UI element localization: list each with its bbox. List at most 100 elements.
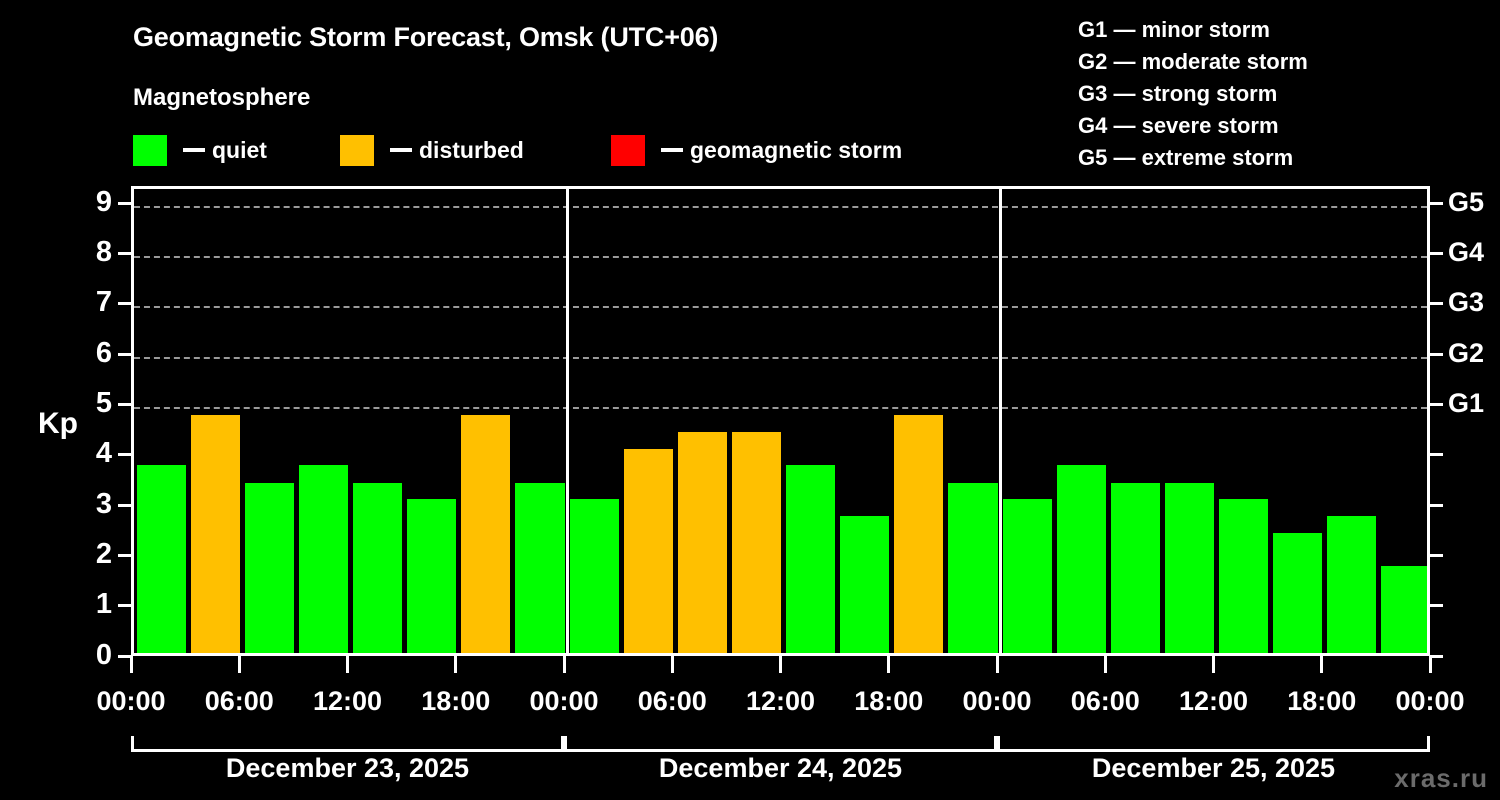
bar: [1327, 515, 1377, 653]
legend-label-geomagnetic-storm: geomagnetic storm: [690, 136, 903, 163]
g-legend-row-g1: G1 — minor storm: [1078, 14, 1408, 46]
date-label-1: December 24, 2025: [658, 753, 903, 783]
x-tick-label-12: 00:00: [1395, 686, 1465, 716]
y-tick-label-4: 4: [95, 437, 112, 470]
right-axis-minor-tick-3: [1430, 503, 1443, 507]
bar: [1219, 499, 1269, 653]
y-tick-label-0: 0: [95, 638, 112, 671]
x-tick-mark-2: [346, 656, 349, 673]
x-tick-mark-10: [1212, 656, 1215, 673]
g-axis-label-g4: G4: [1448, 237, 1485, 268]
g-legend-text: — severe storm: [1113, 113, 1279, 138]
date-label-2: December 25, 2025: [1091, 753, 1336, 783]
bar: [677, 432, 727, 653]
legend-dash-icon: [390, 148, 412, 152]
legend-swatch-disturbed: [340, 134, 374, 166]
date-bracket-0: [131, 736, 564, 752]
y-tick-label-7: 7: [95, 286, 112, 319]
bar: [786, 465, 836, 653]
bar: [298, 465, 348, 653]
g-legend-row-g5: G5 — extreme storm: [1078, 142, 1408, 174]
y-axis-title: Kp: [38, 407, 78, 440]
g-axis-label-g1: G1: [1448, 388, 1485, 418]
x-tick-label-10: 12:00: [1178, 686, 1249, 716]
g-legend-code: G1: [1078, 17, 1114, 42]
bar: [244, 482, 294, 653]
y-tick-mark-6: [118, 352, 131, 356]
y-tick-mark-9: [118, 201, 131, 205]
x-tick-mark-11: [1320, 656, 1324, 673]
y-tick-mark-8: [118, 252, 131, 256]
g-legend-code: G4: [1078, 113, 1114, 138]
bar: [623, 448, 673, 653]
gridline-kp-7: [134, 306, 1427, 309]
x-tick-label-8: 00:00: [962, 686, 1032, 716]
x-tick-mark-7: [887, 656, 891, 673]
x-tick-label-9: 06:00: [1070, 686, 1140, 716]
bar: [461, 415, 511, 653]
x-tick-label-1: 06:00: [204, 686, 274, 716]
y-tick-mark-3: [118, 503, 131, 507]
legend-swatch-geomagnetic-storm: [611, 134, 645, 166]
bar: [1056, 465, 1106, 653]
day-separator-2: [998, 189, 1002, 653]
bar: [407, 499, 457, 653]
y-tick-label-5: 5: [95, 387, 112, 419]
x-tick-label-0: 00:00: [96, 686, 166, 716]
bar: [1273, 532, 1323, 653]
y-tick-mark-5: [118, 403, 131, 406]
chart-subtitle: Magnetosphere: [133, 84, 311, 111]
g-legend-text: — moderate storm: [1113, 49, 1308, 74]
x-tick-label-11: 18:00: [1287, 686, 1357, 716]
x-tick-label-6: 12:00: [745, 686, 816, 716]
bar: [731, 432, 781, 653]
bar: [894, 415, 944, 653]
g-legend-text: — minor storm: [1113, 17, 1270, 42]
date-bracket-1: [564, 736, 997, 752]
g-axis-label-g5: G5: [1448, 186, 1485, 217]
right-axis-minor-tick-0: [1430, 654, 1443, 658]
bar: [1381, 566, 1427, 653]
y-tick-mark-1: [118, 604, 131, 608]
x-tick-mark-8: [995, 656, 999, 673]
x-tick-mark-0: [129, 656, 133, 673]
watermark: xras.ru: [1394, 763, 1488, 793]
g-legend-row-g4: G4 — severe storm: [1078, 110, 1408, 142]
bar: [1110, 482, 1160, 653]
gridline-kp-9: [134, 205, 1427, 208]
bar: [569, 499, 619, 653]
gridline-kp-6: [134, 356, 1427, 359]
g-legend-row-g2: G2 — moderate storm: [1078, 46, 1408, 78]
x-tick-mark-12: [1428, 656, 1432, 673]
right-axis-minor-tick-1: [1430, 604, 1443, 608]
bar: [948, 482, 998, 653]
g-legend-code: G5: [1078, 145, 1114, 170]
x-tick-label-7: 18:00: [854, 686, 924, 716]
gridline-kp-5: [134, 407, 1427, 409]
y-tick-label-9: 9: [95, 185, 112, 218]
y-tick-mark-4: [118, 453, 131, 457]
g-scale-legend: G1 — minor storm G2 — moderate storm G3 — …: [1078, 14, 1408, 174]
right-axis-minor-tick-2: [1430, 553, 1443, 557]
g-axis-label-g2: G2: [1448, 337, 1485, 368]
right-axis-minor-tick-4: [1430, 453, 1443, 457]
day-separator-1: [565, 189, 569, 653]
legend-entry-quiet: quiet: [133, 133, 267, 167]
y-tick-mark-7: [118, 302, 131, 306]
g-axis-tick-g1: [1430, 403, 1443, 406]
g-axis-label-g3: G3: [1448, 287, 1485, 318]
g-axis-tick-g5: [1430, 201, 1443, 205]
date-bracket-2: [997, 736, 1430, 752]
y-tick-mark-0: [118, 654, 131, 658]
legend-label-disturbed: disturbed: [419, 136, 524, 163]
x-tick-label-5: 06:00: [637, 686, 707, 716]
x-tick-label-3: 18:00: [421, 686, 491, 716]
y-tick-label-3: 3: [95, 487, 112, 520]
legend-swatch-quiet: [133, 134, 167, 166]
bar: [1164, 482, 1214, 653]
bar: [1002, 499, 1052, 653]
g-legend-text: — extreme storm: [1113, 145, 1294, 170]
legend-dash-icon: [183, 148, 205, 152]
x-tick-mark-6: [779, 656, 782, 673]
g-legend-row-g3: G3 — strong storm: [1078, 78, 1408, 110]
